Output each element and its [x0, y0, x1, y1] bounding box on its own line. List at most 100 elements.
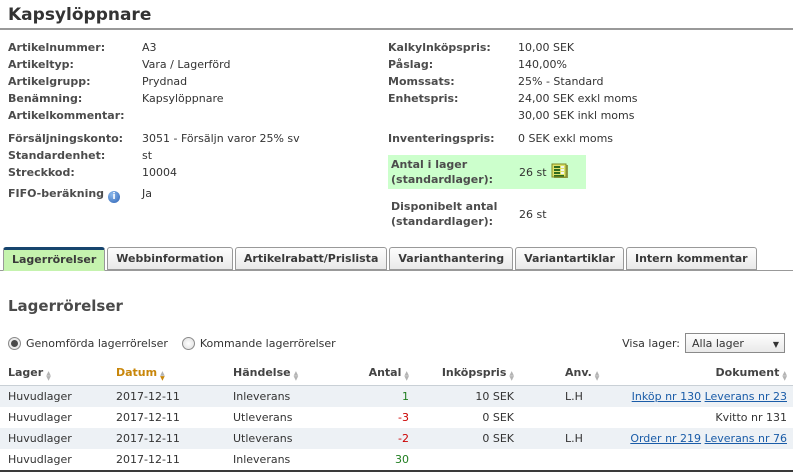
stock-quantity-value: 26 st: [519, 165, 547, 179]
receipt-reference: Kvitto nr 131: [715, 411, 787, 424]
field-kalkylinkopspris: Kalkylnköpspris: 10,00 SEK: [388, 39, 785, 56]
sort-icon: [509, 371, 514, 381]
column-header-anv[interactable]: Anv.: [520, 362, 610, 386]
warehouse-select[interactable]: Alla lager: [685, 333, 785, 353]
tab-lagerrorelser[interactable]: Lagerrörelser: [3, 247, 106, 271]
field-benamning: Benämning: Kapsylöppnare: [8, 90, 388, 107]
available-quantity-value: 26 st: [519, 207, 547, 221]
sort-icon: [404, 371, 409, 381]
field-value: A3: [142, 41, 157, 54]
field-value: 0 SEK exkl moms: [518, 132, 614, 145]
cell-dokument: Order nr 219 Leverans nr 76: [610, 428, 793, 449]
column-header-handelse[interactable]: Händelse: [227, 362, 342, 386]
column-header-dokument[interactable]: Dokument: [610, 362, 793, 386]
field-value: Prydnad: [142, 75, 188, 88]
cell-datum: 2017-12-11: [110, 449, 227, 472]
warehouse-filter: Visa lager: Alla lager: [622, 333, 785, 353]
cell-lager: Huvudlager: [8, 432, 72, 445]
tab-webbinformation[interactable]: Webbinformation: [107, 247, 233, 270]
delivery-link[interactable]: Leverans nr 23: [704, 390, 787, 403]
field-value: 25% - Standard: [518, 75, 604, 88]
field-value: 24,00 SEK exkl moms 30,00 SEK inkl moms: [518, 90, 638, 124]
field-value: Ja: [142, 187, 152, 200]
tab-varianthantering[interactable]: Varianthantering: [389, 247, 514, 270]
radio-label: Genomförda lagerrörelser: [26, 336, 168, 350]
cell-anv: [520, 407, 610, 428]
column-header-inkopspris[interactable]: Inköpspris: [415, 362, 520, 386]
cell-inkopspris: 10 SEK: [475, 390, 514, 403]
radio-upcoming-movements[interactable]: Kommande lagerrörelser: [181, 336, 336, 350]
cell-datum: 2017-12-11: [116, 432, 180, 445]
cell-handelse: Inleverans: [233, 390, 291, 403]
field-label: Disponibelt antal (standardlager):: [391, 200, 498, 228]
field-label: Kalkylnköpspris:: [388, 41, 491, 54]
column-header-datum[interactable]: Datum: [110, 362, 227, 386]
chevron-down-icon: [773, 337, 779, 350]
cell-anv: L.H: [565, 432, 583, 445]
field-value: 10,00 SEK: [518, 41, 575, 54]
tab-artikelrabatt-prislista[interactable]: Artikelrabatt/Prislista: [234, 247, 388, 270]
movement-type-radio-group: Genomförda lagerrörelser Kommande lagerr…: [8, 336, 336, 350]
info-icon[interactable]: [108, 191, 121, 203]
field-label: FIFO-beräkning: [8, 185, 142, 203]
field-enhetspris: Enhetspris: 24,00 SEK exkl moms 30,00 SE…: [388, 90, 785, 124]
page-header: Kapsylöppnare: [0, 0, 793, 30]
stock-list-icon[interactable]: [551, 163, 569, 182]
cell-handelse: Inleverans: [227, 449, 342, 472]
stock-quantity-row: Antal i lager (standardlager): 26 st: [388, 155, 586, 189]
field-standardenhet: Standardenhet: st: [8, 147, 388, 164]
sort-icon: [294, 371, 299, 381]
cell-antal: 30: [342, 449, 415, 472]
cell-dokument: Inköp nr 130 Leverans nr 23: [610, 386, 793, 408]
field-paslag: Påslag: 140,00%: [388, 56, 785, 73]
field-momssats: Momssats: 25% - Standard: [388, 73, 785, 90]
table-row: Huvudlager 2017-12-11 Utleverans -2 0 SE…: [0, 428, 793, 449]
movement-controls: Genomförda lagerrörelser Kommande lagerr…: [8, 333, 785, 353]
cell-antal: -2: [398, 432, 409, 445]
price-incl-vat: 30,00 SEK inkl moms: [518, 109, 635, 122]
tab-intern-kommentar[interactable]: Intern kommentar: [625, 247, 757, 270]
cell-inkopspris: 0 SEK: [482, 411, 514, 424]
field-label: Streckkod:: [8, 166, 75, 179]
article-details: Artikelnummer: A3 Artikeltyp: Vara / Lag…: [0, 30, 793, 231]
details-left-column: Artikelnummer: A3 Artikeltyp: Vara / Lag…: [8, 39, 388, 231]
available-quantity-row: Disponibelt antal (standardlager): 26 st: [388, 197, 586, 231]
cell-antal: -3: [398, 411, 409, 424]
sort-icon: [595, 371, 600, 381]
cell-inkopspris: [415, 449, 520, 472]
field-value: Vara / Lagerförd: [142, 58, 231, 71]
details-right-column: Kalkylnköpspris: 10,00 SEK Påslag: 140,0…: [388, 39, 785, 231]
purchase-link[interactable]: Inköp nr 130: [631, 390, 702, 403]
cell-dokument: [610, 449, 793, 472]
section-heading: Lagerrörelser: [8, 297, 123, 315]
delivery-link[interactable]: Leverans nr 76: [704, 432, 787, 445]
radio-completed-movements[interactable]: Genomförda lagerrörelser: [8, 336, 168, 350]
cell-handelse: Utleverans: [233, 432, 293, 445]
table-header-row: Lager Datum Händelse Antal Inköpspris An…: [0, 362, 793, 386]
field-label: Artikelgrupp:: [8, 75, 91, 88]
field-value: 10004: [142, 166, 177, 179]
field-label: Antal i lager (standardlager):: [391, 158, 494, 186]
radio-label: Kommande lagerrörelser: [199, 336, 336, 350]
filter-label: Visa lager:: [622, 336, 680, 350]
select-value: Alla lager: [692, 336, 744, 350]
field-label: Försäljningskonto:: [8, 132, 124, 145]
table-row: Huvudlager 2017-12-11 Inleverans 30: [0, 449, 793, 472]
cell-lager: Huvudlager: [8, 390, 72, 403]
column-header-lager[interactable]: Lager: [0, 362, 110, 386]
cell-handelse: Utleverans: [233, 411, 293, 424]
field-label: Påslag:: [388, 58, 434, 71]
order-link[interactable]: Order nr 219: [630, 432, 702, 445]
field-artikelnummer: Artikelnummer: A3: [8, 39, 388, 56]
field-artikelkommentar: Artikelkommentar:: [8, 107, 388, 124]
field-value: Kapsylöppnare: [142, 92, 224, 105]
radio-icon-checked[interactable]: [8, 336, 21, 350]
table-row: Huvudlager 2017-12-11 Utleverans -3 0 SE…: [0, 407, 793, 428]
cell-datum: 2017-12-11: [116, 390, 180, 403]
radio-icon-unchecked[interactable]: [181, 336, 195, 350]
tab-variantartiklar[interactable]: Variantartiklar: [515, 247, 624, 270]
field-value: 140,00%: [518, 58, 567, 71]
field-label: Enhetspris:: [388, 92, 459, 105]
column-header-antal[interactable]: Antal: [342, 362, 415, 386]
field-label: Momssats:: [388, 75, 455, 88]
